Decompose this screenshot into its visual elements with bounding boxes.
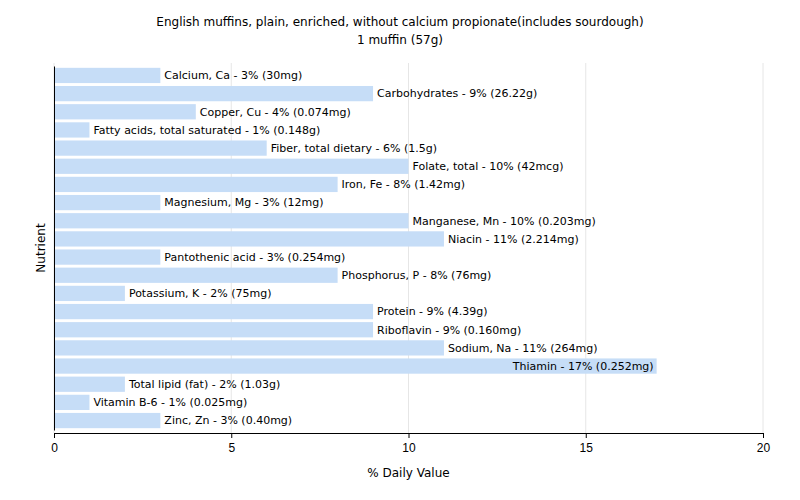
data-label: Magnesium, Mg - 3% (12mg) [164,196,323,209]
x-tick-mark [54,433,55,438]
plot: 0 5 10 15 20 Calcium, Ca - 3% (30mg) Carbohydr… [51,63,770,455]
data-label: Zinc, Zn - 3% (0.40mg) [164,414,292,427]
y-axis-title: Nutrient [34,223,48,273]
grid-line [54,63,55,433]
bar [54,358,657,373]
x-tick-label: 5 [228,441,235,455]
x-axis: 0 5 10 15 20 [51,433,770,455]
data-label: Thiamin - 17% (0.252mg) [512,360,654,373]
y-axis-line [54,67,55,431]
y-axis [54,67,55,431]
bar [54,413,160,428]
bar [54,177,338,192]
x-tick-mark [231,433,232,438]
data-label: Phosphorus, P - 8% (76mg) [342,269,492,282]
x-tick-mark [763,433,764,438]
bar [54,249,160,264]
x-axis-title: % Daily Value [367,466,449,480]
grid-line [585,63,586,433]
data-label: Pantothenic acid - 3% (0.254mg) [164,251,345,264]
data-label: Riboflavin - 9% (0.160mg) [377,324,521,337]
bar [54,286,125,301]
x-tick: 5 [228,433,235,455]
data-label: Fiber, total dietary - 6% (1.5g) [271,142,437,155]
data-label: Vitamin B-6 - 1% (0.025mg) [93,396,247,409]
bar [54,122,89,137]
x-tick: 0 [51,433,58,455]
data-label: Total lipid (fat) - 2% (1.03g) [128,378,280,391]
x-tick-label: 20 [757,441,771,455]
bars [54,68,657,428]
chart: English muffins, plain, enriched, withou… [0,0,800,500]
bar [54,268,338,283]
bar [54,86,373,101]
data-label: Protein - 9% (4.39g) [377,305,488,318]
x-tick: 10 [402,433,416,455]
data-label: Copper, Cu - 4% (0.074mg) [200,106,351,119]
x-tick-mark [586,433,587,438]
x-tick-mark [409,433,410,438]
bar [54,377,125,392]
bar [54,395,89,410]
data-label: Sodium, Na - 11% (264mg) [448,342,598,355]
x-tick: 20 [757,433,771,455]
grid-line [408,63,409,433]
bar [54,140,267,155]
data-label: Manganese, Mn - 10% (0.203mg) [413,215,596,228]
x-axis-line [55,434,764,439]
grid [54,63,763,433]
bar [54,68,160,83]
x-tick-label: 15 [580,441,594,455]
bar [54,322,373,337]
data-label: Calcium, Ca - 3% (30mg) [164,69,302,82]
title: English muffins, plain, enriched, withou… [156,15,643,29]
bar [54,304,373,319]
grid-line [763,63,764,433]
bar [54,195,160,210]
data-label: Fatty acids, total saturated - 1% (0.148… [93,124,320,137]
data-label: Iron, Fe - 8% (1.42mg) [342,178,465,191]
x-tick-label: 0 [51,441,58,455]
x-tick: 15 [580,433,594,455]
bar [54,159,409,174]
data-label: Potassium, K - 2% (75mg) [129,287,272,300]
bar [54,104,196,119]
data-label: Niacin - 11% (2.214mg) [448,233,579,246]
x-tick-label: 10 [402,441,416,455]
bar [54,340,444,355]
bar [54,231,444,246]
bar [54,213,409,228]
data-labels: Calcium, Ca - 3% (30mg) Carbohydrates - 9… [93,69,653,427]
subtitle: 1 muffin (57g) [357,33,443,47]
data-label: Carbohydrates - 9% (26.22g) [377,87,537,100]
data-label: Folate, total - 10% (42mcg) [413,160,564,173]
